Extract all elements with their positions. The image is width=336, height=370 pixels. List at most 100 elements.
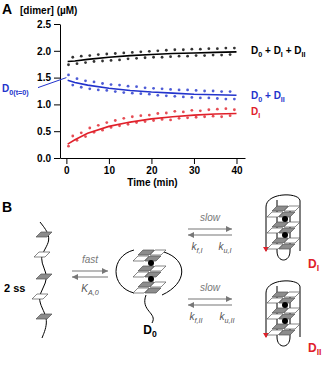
quartet-tile bbox=[279, 298, 295, 303]
data-point bbox=[118, 84, 121, 87]
data-point bbox=[88, 127, 91, 130]
strand-loop bbox=[266, 281, 300, 293]
ion bbox=[282, 232, 288, 238]
strand-loop bbox=[162, 252, 182, 295]
tick-label: 40 bbox=[231, 165, 243, 176]
data-point bbox=[178, 55, 181, 58]
data-point bbox=[229, 53, 232, 56]
text-part: D bbox=[308, 257, 317, 271]
data-point bbox=[156, 49, 159, 52]
x-tick: 40 bbox=[231, 158, 243, 176]
quartet-tile bbox=[284, 206, 300, 211]
text-part: D bbox=[251, 90, 258, 101]
data-point bbox=[224, 47, 227, 50]
annotation-text: D0(t=0) bbox=[2, 83, 29, 97]
data-point bbox=[190, 48, 193, 51]
strand-loop bbox=[277, 337, 290, 346]
x-tick: 10 bbox=[104, 158, 116, 176]
node-label: DII bbox=[308, 341, 321, 357]
data-point bbox=[97, 124, 100, 127]
data-point bbox=[161, 56, 164, 59]
ion bbox=[282, 318, 288, 324]
ion bbox=[148, 276, 154, 282]
tick-mark bbox=[54, 158, 60, 159]
arrow-back bbox=[188, 304, 232, 305]
data-point bbox=[80, 131, 83, 134]
strand bbox=[266, 207, 267, 251]
data-point bbox=[67, 74, 70, 77]
arrow-back bbox=[72, 276, 108, 277]
tick-mark bbox=[151, 158, 152, 164]
slow-step-lower: slowkf,IIku,II bbox=[188, 282, 235, 325]
quartet-tile bbox=[284, 324, 300, 329]
data-point bbox=[105, 121, 108, 124]
data-point bbox=[203, 115, 206, 118]
y-tick: 1.5 bbox=[37, 72, 60, 83]
data-point bbox=[80, 86, 83, 89]
data-point bbox=[178, 89, 181, 92]
data-point bbox=[148, 50, 151, 53]
panel-label: B bbox=[2, 199, 12, 215]
strand-end bbox=[145, 295, 153, 323]
tick-mark bbox=[54, 78, 60, 79]
data-point bbox=[216, 47, 219, 50]
quartet-tile bbox=[36, 314, 52, 319]
quartet-tile bbox=[284, 222, 300, 227]
data-point bbox=[144, 86, 147, 89]
legend: D0 + DI + DIID0 + DIIDI bbox=[251, 45, 305, 120]
data-point bbox=[135, 57, 138, 60]
data-point bbox=[131, 92, 134, 95]
data-point bbox=[71, 135, 74, 138]
text-part: + D bbox=[283, 45, 302, 56]
fit-line bbox=[68, 114, 237, 145]
text-part: I bbox=[317, 263, 319, 273]
data-point bbox=[212, 54, 215, 57]
x-tick: 30 bbox=[189, 158, 201, 176]
single-strands bbox=[32, 222, 52, 338]
tick-mark bbox=[194, 158, 195, 164]
step-label: fast bbox=[82, 254, 99, 265]
data-point bbox=[186, 55, 189, 58]
tick-mark bbox=[236, 158, 237, 164]
node-label: D0 bbox=[143, 323, 157, 339]
strand bbox=[40, 222, 49, 338]
data-point bbox=[114, 90, 117, 93]
y-axis-title: [dimer] (µM) bbox=[20, 5, 77, 16]
ion bbox=[148, 260, 154, 266]
text-part: f,I bbox=[197, 246, 203, 255]
tick-mark bbox=[109, 158, 110, 164]
data-point bbox=[207, 97, 210, 100]
quartet-tile bbox=[279, 212, 295, 217]
data-point bbox=[195, 116, 198, 119]
y-tick: 0.0 bbox=[37, 153, 60, 164]
data-point bbox=[156, 94, 159, 97]
data-point bbox=[207, 108, 210, 111]
text-part: f,II bbox=[195, 316, 203, 325]
data-point bbox=[93, 60, 96, 63]
quartet-tile bbox=[150, 266, 166, 271]
strand bbox=[300, 201, 301, 251]
rate-label: kf,I bbox=[192, 241, 203, 255]
data-point bbox=[182, 95, 185, 98]
quartet-tile bbox=[145, 256, 161, 261]
data-point bbox=[67, 63, 70, 66]
tick-mark bbox=[66, 158, 67, 164]
data-point bbox=[199, 48, 202, 51]
text-part: D bbox=[308, 341, 317, 355]
data-point bbox=[88, 54, 91, 57]
text-part: D bbox=[143, 323, 152, 337]
data-point bbox=[71, 56, 74, 59]
data-point bbox=[165, 49, 168, 52]
text-part: u,II bbox=[225, 316, 235, 325]
tick-mark bbox=[54, 131, 60, 132]
text-part: 0(t=0) bbox=[9, 88, 29, 97]
data-point bbox=[173, 95, 176, 98]
data-point bbox=[190, 109, 193, 112]
quartet-tile bbox=[284, 308, 300, 313]
tick-label: 0.5 bbox=[37, 126, 51, 137]
data-point bbox=[127, 85, 130, 88]
text-part: 0 bbox=[152, 329, 157, 339]
data-point bbox=[152, 87, 155, 90]
diagram: B2 ssfastKA,0D0slowkf,Iku,IDIslowkf,IIku… bbox=[2, 195, 321, 357]
text-part: D bbox=[2, 83, 9, 94]
